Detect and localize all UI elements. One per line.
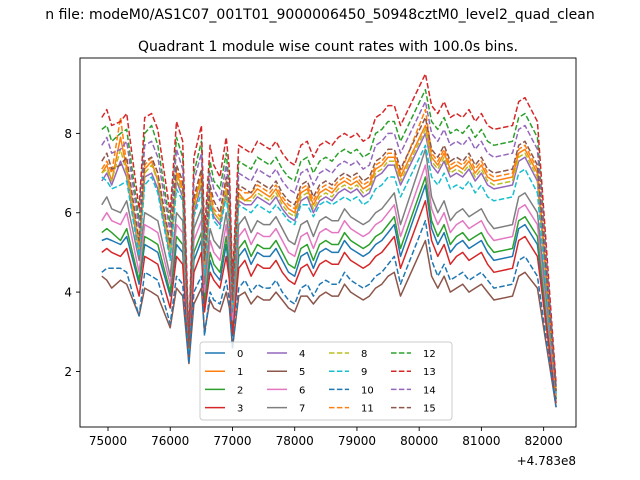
legend-label-1: 1 xyxy=(237,367,243,378)
series-line-9 xyxy=(101,144,557,396)
legend-label-9: 9 xyxy=(361,367,367,378)
series-line-2 xyxy=(101,176,557,400)
series-line-0 xyxy=(101,184,557,400)
legend-label-2: 2 xyxy=(237,385,243,396)
series-line-14 xyxy=(101,100,557,388)
legend-label-6: 6 xyxy=(299,385,305,396)
series-line-7 xyxy=(101,148,557,392)
figure-suptitle: n file: modeM0/AS1C07_001T01_9000006450_… xyxy=(45,7,594,23)
series-line-11 xyxy=(101,108,557,392)
legend-label-15: 15 xyxy=(423,404,436,415)
x-offset-label: +4.783e8 xyxy=(517,454,576,468)
legend-label-4: 4 xyxy=(299,349,305,360)
plot-lines xyxy=(101,73,557,408)
x-tick-label: 75000 xyxy=(89,434,127,448)
y-tick-label: 8 xyxy=(64,127,72,141)
legend-label-8: 8 xyxy=(361,349,367,360)
series-line-15 xyxy=(101,116,557,392)
x-tick-label: 77000 xyxy=(213,434,251,448)
x-tick-label: 81000 xyxy=(462,434,500,448)
series-line-10 xyxy=(101,219,557,408)
series-line-6 xyxy=(101,164,557,396)
legend-label-14: 14 xyxy=(423,385,436,396)
legend-label-11: 11 xyxy=(361,404,374,415)
x-tick-label: 79000 xyxy=(338,434,376,448)
series-line-12 xyxy=(101,88,557,388)
y-tick-label: 2 xyxy=(64,365,72,379)
series-line-3 xyxy=(101,200,557,404)
x-tick-label: 76000 xyxy=(151,434,189,448)
series-line-8 xyxy=(101,128,557,396)
y-tick-label: 4 xyxy=(64,286,72,300)
legend-label-13: 13 xyxy=(423,367,436,378)
axes-title: Quadrant 1 module wise count rates with … xyxy=(138,39,518,55)
legend-label-10: 10 xyxy=(361,385,374,396)
axes-frame xyxy=(79,57,577,428)
legend-label-12: 12 xyxy=(423,349,436,360)
x-tick-label: 82000 xyxy=(525,434,563,448)
axis-ticks: 75000 76000 77000 78000 79000 80000 81000 82000… xyxy=(64,127,562,448)
x-tick-label: 78000 xyxy=(276,434,314,448)
legend-label-7: 7 xyxy=(299,404,305,415)
x-tick-label: 80000 xyxy=(400,434,438,448)
series-line-4 xyxy=(101,132,557,396)
legend-label-0: 0 xyxy=(237,349,243,360)
series-line-1 xyxy=(101,124,557,396)
legend-label-3: 3 xyxy=(237,404,243,415)
legend-label-5: 5 xyxy=(299,367,305,378)
series-line-5 xyxy=(101,239,557,408)
legend-box xyxy=(199,341,453,421)
y-tick-label: 6 xyxy=(64,206,72,220)
series-line-13 xyxy=(101,73,557,384)
